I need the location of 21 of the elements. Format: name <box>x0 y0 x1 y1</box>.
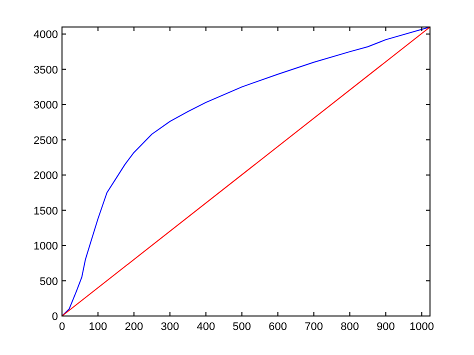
line-series <box>62 26 430 316</box>
x-tick-label: 600 <box>268 321 288 333</box>
y-tick-label: 3500 <box>34 64 58 76</box>
y-tick-label: 2000 <box>34 170 58 182</box>
x-tick-label: 900 <box>376 321 395 333</box>
y-tick-label: 2500 <box>34 134 58 147</box>
y-tick-label: 1500 <box>34 205 58 218</box>
x-tick-label: 1000 <box>409 321 434 333</box>
y-tick-label: 500 <box>40 276 58 288</box>
x-tick-label: 500 <box>232 321 252 333</box>
x-tick-label: 700 <box>304 321 323 333</box>
y-tick-label: 1000 <box>34 240 58 253</box>
x-tick-label: 800 <box>340 321 359 333</box>
x-tick-label: 100 <box>88 321 108 333</box>
x-tick-label: 200 <box>124 321 144 333</box>
x-tick-label: 400 <box>196 321 216 333</box>
y-tick-label: 3000 <box>34 100 58 112</box>
y-tick-label: 4000 <box>34 29 58 42</box>
y-tick-label: 0 <box>52 311 58 323</box>
x-tick-label: 300 <box>160 321 180 333</box>
x-tick-label: 0 <box>58 321 66 333</box>
